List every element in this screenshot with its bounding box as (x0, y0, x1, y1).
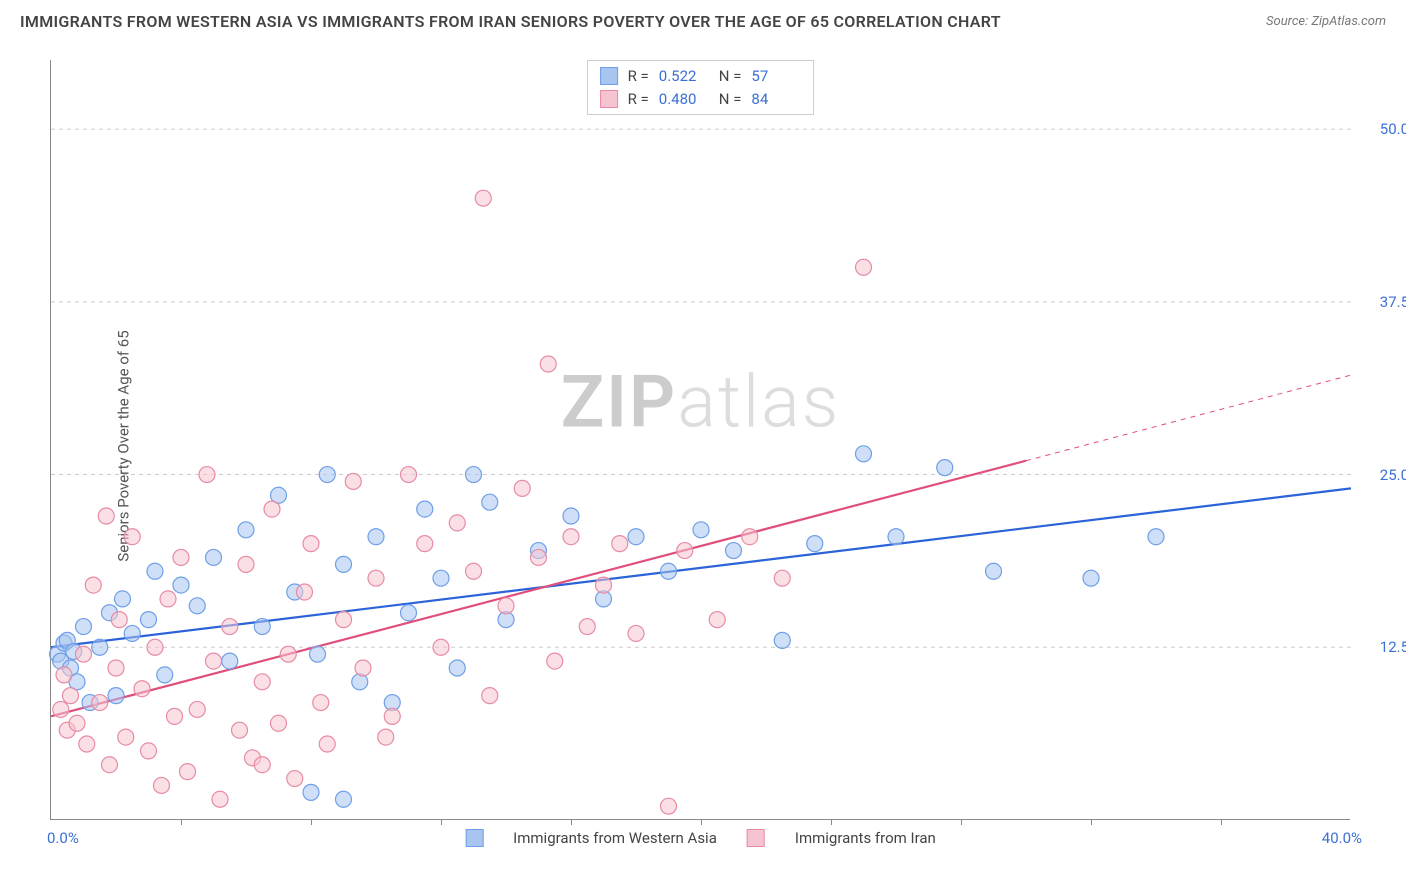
x-tick-mark (441, 819, 442, 825)
source-prefix: Source: (1266, 14, 1311, 29)
source-credit: Source: ZipAtlas.com (1266, 14, 1386, 29)
x-axis-max-label: 40.0% (1322, 829, 1362, 847)
y-tick-label: 37.5% (1360, 293, 1406, 311)
legend-label-series1: Immigrants from Western Asia (513, 829, 717, 847)
n-label: N = (719, 65, 742, 88)
series2-n-value: 84 (751, 88, 801, 111)
series1-r-value: 0.522 (659, 65, 709, 88)
legend-label-series2: Immigrants from Iran (795, 829, 936, 847)
chart-plot-area: ZIPatlas R = 0.522 N = 57 R = 0.480 N = … (50, 60, 1350, 820)
legend-swatch-series1 (465, 829, 483, 847)
swatch-series1 (600, 67, 618, 85)
r-label: R = (628, 65, 649, 88)
x-tick-mark (311, 819, 312, 825)
x-tick-mark (1091, 819, 1092, 825)
stats-legend-box: R = 0.522 N = 57 R = 0.480 N = 84 (587, 60, 815, 115)
x-tick-mark (181, 819, 182, 825)
stats-row: R = 0.522 N = 57 (600, 65, 802, 88)
r-label: R = (628, 88, 649, 111)
n-label: N = (719, 88, 742, 111)
x-tick-mark (961, 819, 962, 825)
swatch-series2 (600, 90, 618, 108)
source-name: ZipAtlas.com (1311, 14, 1386, 29)
x-tick-mark (571, 819, 572, 825)
x-tick-mark (1221, 819, 1222, 825)
stats-row: R = 0.480 N = 84 (600, 88, 802, 111)
x-tick-mark (701, 819, 702, 825)
legend-swatch-series2 (747, 829, 765, 847)
y-tick-label: 12.5% (1360, 638, 1406, 656)
series2-r-value: 0.480 (659, 88, 709, 111)
x-tick-mark (831, 819, 832, 825)
y-tick-label: 50.0% (1360, 120, 1406, 138)
bottom-legend: Immigrants from Western Asia Immigrants … (465, 829, 936, 847)
x-axis-min-label: 0.0% (47, 829, 79, 847)
series1-n-value: 57 (751, 65, 801, 88)
page-title: IMMIGRANTS FROM WESTERN ASIA VS IMMIGRAN… (20, 12, 1001, 31)
y-tick-label: 25.0% (1360, 466, 1406, 484)
chart-svg (51, 60, 1351, 820)
